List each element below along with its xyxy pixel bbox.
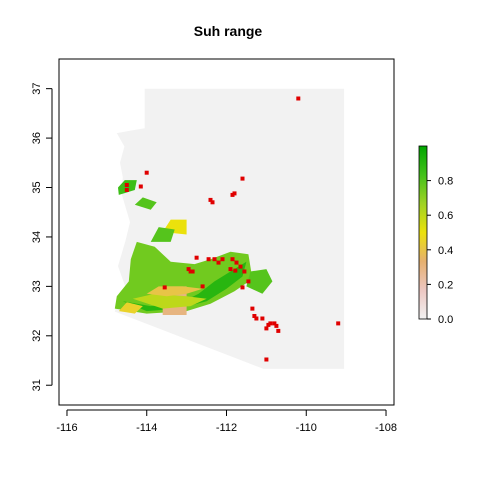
occurrence-point [194, 255, 199, 260]
occurrence-point [144, 170, 149, 175]
x-tick-label: -110 [296, 422, 317, 434]
occurrence-point [233, 268, 238, 273]
occurrence-point [138, 184, 143, 189]
occurrence-point [200, 284, 205, 289]
occurrence-point [272, 321, 277, 326]
occurrence-point [250, 306, 255, 311]
y-tick-label: 36 [31, 132, 43, 144]
y-tick-label: 35 [31, 181, 43, 193]
suitability-patch [132, 293, 207, 309]
occurrence-point [216, 260, 221, 265]
suitability-patch [150, 227, 175, 242]
occurrence-point [274, 323, 279, 328]
y-tick-label: 32 [31, 330, 43, 342]
colorbar-tick-label: 0.8 [438, 176, 453, 188]
occurrence-point [208, 197, 213, 202]
suitability-patch [118, 302, 143, 314]
occurrence-point [252, 314, 257, 318]
suitability-patch [246, 269, 273, 294]
occurrence-point [232, 191, 237, 196]
x-tick-label: -116 [56, 422, 77, 434]
occurrence-point [162, 285, 167, 290]
suitability-patch [118, 180, 137, 195]
occurrence-point [238, 264, 243, 269]
occurrence-point [242, 269, 247, 274]
colorbar-tick-label: 0.6 [438, 210, 453, 222]
occurrence-point [336, 321, 341, 326]
occurrence-point [240, 176, 245, 181]
plot-area [114, 88, 345, 369]
occurrence-point [228, 267, 233, 272]
occurrence-point [212, 257, 217, 262]
occurrence-point [254, 316, 259, 321]
x-tick-label: -108 [375, 422, 397, 434]
occurrence-point [264, 357, 269, 362]
occurrence-point [124, 183, 129, 187]
y-tick-label: 37 [31, 83, 43, 95]
y-tick-label: 34 [31, 231, 43, 243]
occurrence-point [260, 316, 265, 321]
suitability-patch [134, 197, 157, 210]
plot-frame [58, 58, 395, 406]
map-title: Suh range [194, 23, 263, 39]
occurrence-point [210, 200, 215, 205]
occurrence-point [246, 279, 251, 284]
axes: -116 -114 -112 -110 -108 31 32 33 34 35 36 37 [31, 58, 397, 434]
occurrence-point [206, 257, 211, 262]
colorbar-tick-label: 0.2 [438, 279, 453, 291]
occurrence-point [240, 285, 245, 290]
occurrence-point [220, 257, 225, 262]
occurrence-point [234, 260, 239, 265]
occurrence-point [264, 326, 269, 331]
colorbar-tick-label: 0.0 [438, 314, 453, 326]
occurrence-point [230, 257, 235, 262]
occurrence-point [268, 321, 273, 326]
occurrence-point [186, 267, 191, 272]
colorbar [418, 145, 428, 320]
occurrence-point [296, 96, 301, 101]
occurrence-point [276, 328, 281, 333]
y-tick-label: 31 [31, 379, 43, 391]
x-tick-label: -112 [216, 422, 237, 434]
colorbar-tick-label: 0.4 [438, 245, 453, 257]
occurrence-point [188, 269, 193, 274]
occurrence-point [124, 188, 129, 192]
state-region [114, 88, 345, 369]
y-tick-label: 33 [31, 280, 43, 292]
suitability-patch [146, 286, 203, 297]
x-tick-label: -114 [136, 422, 157, 434]
colorbar-legend: 0.0 0.2 0.4 0.6 0.8 [418, 145, 453, 326]
